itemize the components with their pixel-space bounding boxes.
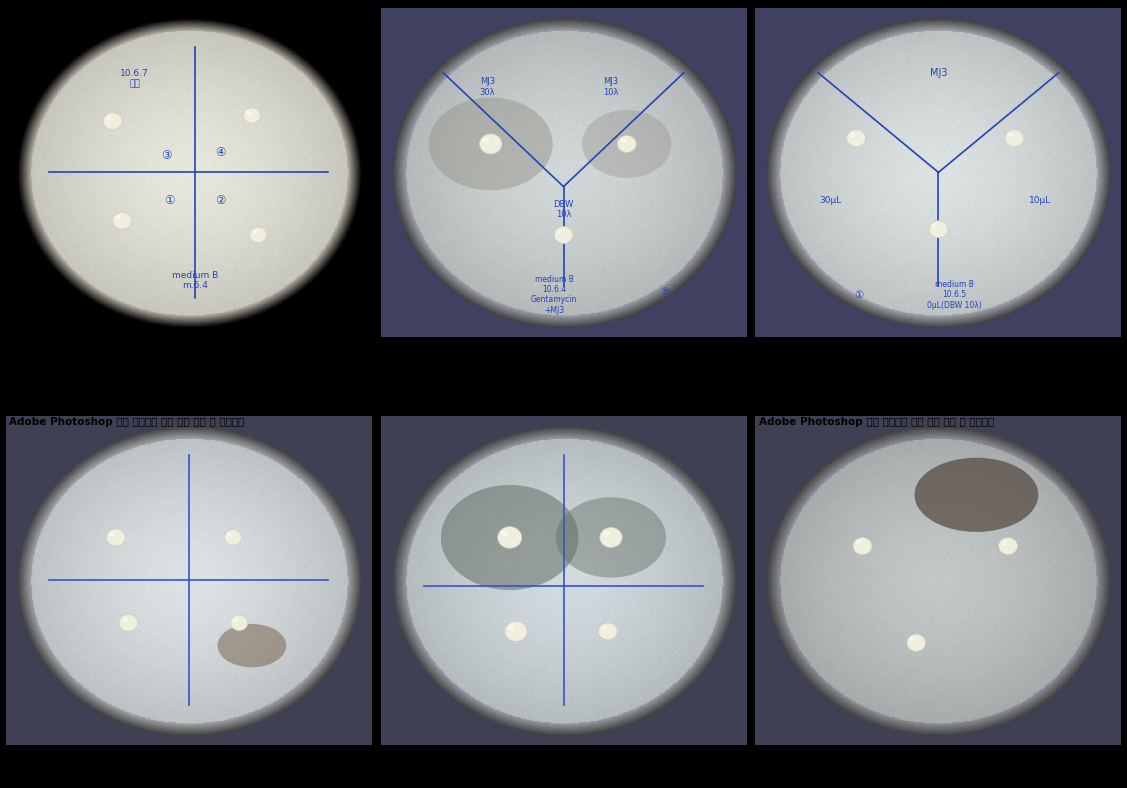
Ellipse shape	[252, 229, 257, 234]
Text: (F): (F)	[926, 759, 950, 777]
Ellipse shape	[554, 226, 573, 243]
Text: medium B
m.6.4: medium B m.6.4	[171, 271, 218, 290]
Ellipse shape	[480, 134, 502, 154]
Ellipse shape	[482, 137, 489, 143]
Ellipse shape	[502, 530, 508, 537]
Text: (B): (B)	[550, 351, 577, 369]
Ellipse shape	[603, 530, 610, 537]
Text: (C): (C)	[925, 351, 951, 369]
Ellipse shape	[246, 110, 251, 115]
Text: (D): (D)	[175, 759, 203, 777]
Text: medium B
10.6.5
0μL(DBW 10λ): medium B 10.6.5 0μL(DBW 10λ)	[926, 280, 982, 310]
Ellipse shape	[1002, 540, 1008, 545]
Text: medium B
10.6.4
Gentamycin
+MJ3: medium B 10.6.4 Gentamycin +MJ3	[531, 274, 577, 315]
Ellipse shape	[231, 615, 248, 630]
Text: (A): (A)	[176, 351, 202, 369]
Ellipse shape	[243, 108, 260, 123]
Ellipse shape	[106, 115, 112, 121]
Text: ④: ④	[215, 146, 225, 159]
Text: ①: ①	[854, 290, 864, 299]
Ellipse shape	[249, 227, 267, 243]
Ellipse shape	[1008, 132, 1013, 137]
Ellipse shape	[508, 624, 515, 630]
Text: Adobe Photoshop 클릭 이미지가 너무 커서 보낼 수 없습니다: Adobe Photoshop 클릭 이미지가 너무 커서 보낼 수 없습니다	[760, 418, 994, 427]
Text: 10μL: 10μL	[1029, 196, 1050, 206]
Ellipse shape	[1005, 130, 1023, 147]
Text: MJ3: MJ3	[930, 68, 947, 78]
Ellipse shape	[850, 132, 855, 137]
Ellipse shape	[600, 527, 622, 548]
Ellipse shape	[618, 136, 637, 152]
Text: MJ3
10λ: MJ3 10λ	[603, 77, 619, 97]
Ellipse shape	[233, 618, 238, 622]
Ellipse shape	[909, 637, 915, 642]
Ellipse shape	[557, 229, 562, 234]
Ellipse shape	[109, 532, 115, 537]
Ellipse shape	[556, 497, 666, 578]
Ellipse shape	[122, 617, 127, 622]
Text: 10.6.7
저장: 10.6.7 저장	[121, 69, 149, 88]
Ellipse shape	[498, 526, 522, 548]
Ellipse shape	[853, 537, 872, 555]
Ellipse shape	[113, 212, 132, 229]
Text: ①: ①	[165, 195, 175, 207]
Ellipse shape	[855, 540, 861, 545]
Ellipse shape	[999, 537, 1018, 555]
Text: 30μL: 30μL	[819, 196, 842, 206]
Text: ⑤: ⑤	[660, 287, 669, 297]
Ellipse shape	[505, 621, 527, 641]
Ellipse shape	[119, 615, 137, 631]
Text: DBW
10λ: DBW 10λ	[553, 199, 574, 219]
Text: ②: ②	[215, 195, 225, 207]
Ellipse shape	[846, 130, 866, 147]
Ellipse shape	[929, 221, 948, 238]
Text: MJ3
30λ: MJ3 30λ	[480, 77, 496, 97]
Ellipse shape	[914, 458, 1038, 532]
Ellipse shape	[115, 215, 122, 220]
Ellipse shape	[106, 529, 125, 546]
Ellipse shape	[582, 110, 672, 178]
Text: ③: ③	[161, 149, 171, 162]
Ellipse shape	[598, 623, 618, 640]
Ellipse shape	[428, 98, 552, 191]
Ellipse shape	[620, 138, 625, 143]
Ellipse shape	[601, 626, 606, 630]
Ellipse shape	[227, 532, 232, 537]
Ellipse shape	[218, 624, 286, 667]
Text: Adobe Photoshop 클릭 이미지가 너무 커서 보낼 수 없습니다: Adobe Photoshop 클릭 이미지가 너무 커서 보낼 수 없습니다	[9, 418, 245, 427]
Text: (E): (E)	[551, 759, 576, 777]
Ellipse shape	[224, 530, 241, 545]
Ellipse shape	[441, 485, 578, 590]
Ellipse shape	[907, 634, 925, 651]
Ellipse shape	[932, 223, 938, 229]
Ellipse shape	[104, 113, 122, 130]
